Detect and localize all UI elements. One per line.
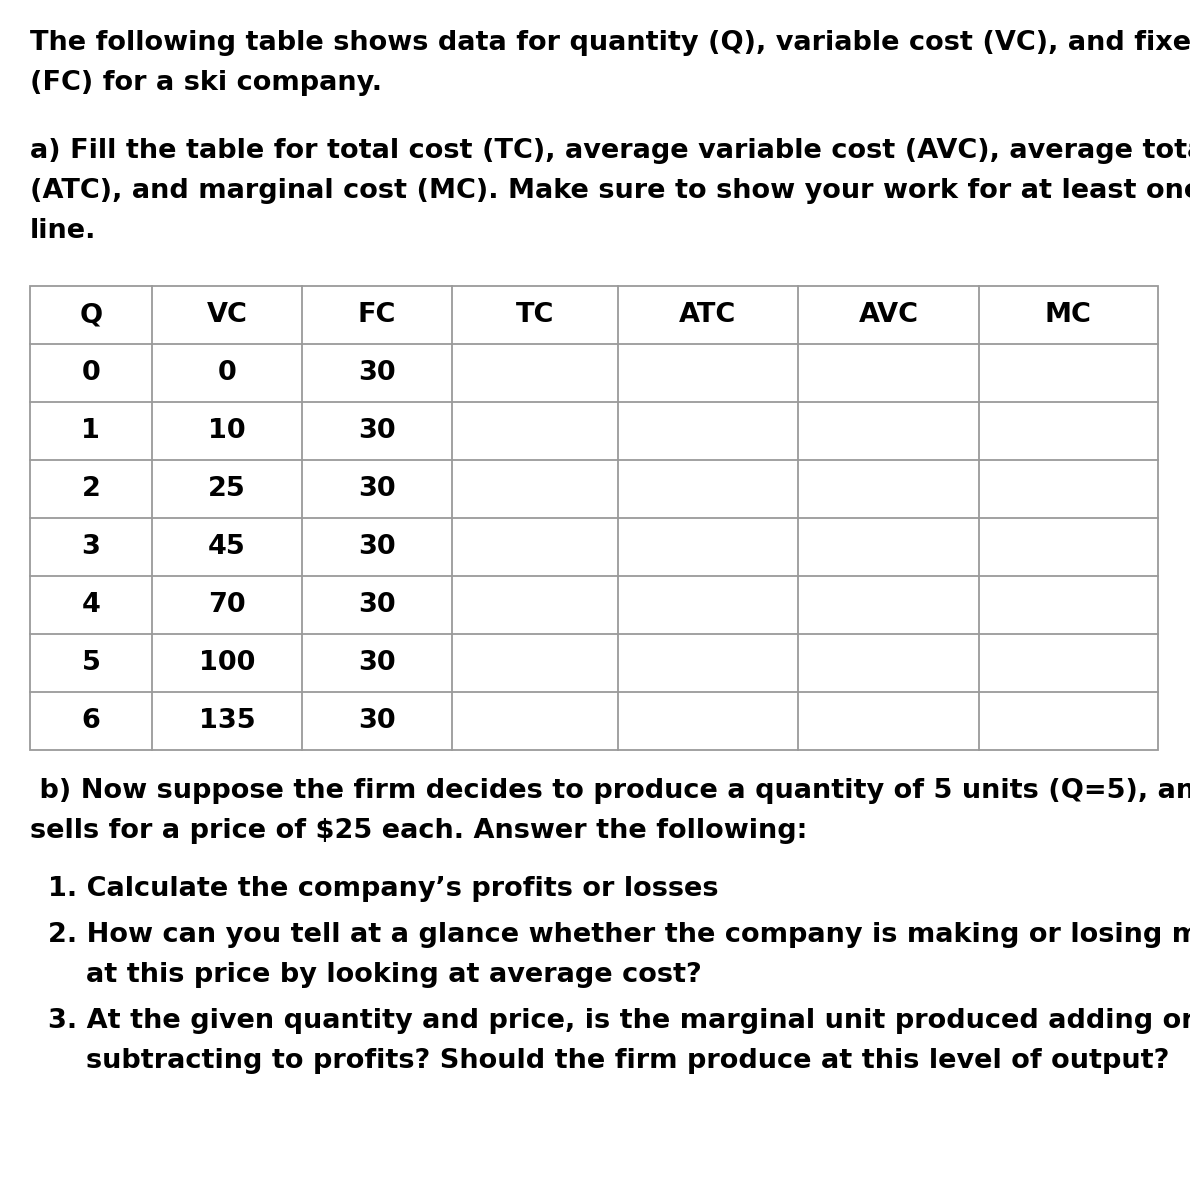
Bar <box>30 286 1158 751</box>
Text: 3. At the given quantity and price, is the marginal unit produced adding or: 3. At the given quantity and price, is t… <box>48 1008 1190 1034</box>
Text: 30: 30 <box>358 361 395 387</box>
Text: a) Fill the table for total cost (TC), average variable cost (AVC), average tota: a) Fill the table for total cost (TC), a… <box>30 138 1190 164</box>
Text: MC: MC <box>1045 301 1091 327</box>
Text: 30: 30 <box>358 592 395 618</box>
Text: (ATC), and marginal cost (MC). Make sure to show your work for at least one: (ATC), and marginal cost (MC). Make sure… <box>30 178 1190 204</box>
Text: sells for a price of $25 each. Answer the following:: sells for a price of $25 each. Answer th… <box>30 818 807 844</box>
Text: 5: 5 <box>81 650 100 676</box>
Text: at this price by looking at average cost?: at this price by looking at average cost… <box>48 962 702 988</box>
Text: The following table shows data for quantity (Q), variable cost (VC), and fixed c: The following table shows data for quant… <box>30 30 1190 56</box>
Text: 100: 100 <box>199 650 255 676</box>
Text: 0: 0 <box>218 361 236 387</box>
Text: TC: TC <box>515 301 555 327</box>
Text: 1. Calculate the company’s profits or losses: 1. Calculate the company’s profits or lo… <box>48 876 719 902</box>
Text: 2: 2 <box>81 476 100 502</box>
Text: 135: 135 <box>199 708 255 734</box>
Text: Q: Q <box>80 301 102 327</box>
Text: 30: 30 <box>358 476 395 502</box>
Text: 10: 10 <box>208 418 245 444</box>
Text: 25: 25 <box>208 476 245 502</box>
Text: 30: 30 <box>358 650 395 676</box>
Text: (FC) for a ski company.: (FC) for a ski company. <box>30 70 382 96</box>
Text: 6: 6 <box>81 708 100 734</box>
Text: 3: 3 <box>81 534 100 560</box>
Text: line.: line. <box>30 217 96 243</box>
Text: b) Now suppose the firm decides to produce a quantity of 5 units (Q=5), and it: b) Now suppose the firm decides to produ… <box>30 778 1190 804</box>
Text: subtracting to profits? Should the firm produce at this level of output?: subtracting to profits? Should the firm … <box>48 1048 1170 1074</box>
Text: 4: 4 <box>81 592 100 618</box>
Text: FC: FC <box>358 301 396 327</box>
Text: 45: 45 <box>208 534 245 560</box>
Text: 0: 0 <box>82 361 100 387</box>
Text: 30: 30 <box>358 534 395 560</box>
Text: 70: 70 <box>208 592 245 618</box>
Text: ATC: ATC <box>679 301 737 327</box>
Text: 2. How can you tell at a glance whether the company is making or losing money: 2. How can you tell at a glance whether … <box>48 922 1190 948</box>
Text: AVC: AVC <box>858 301 919 327</box>
Text: 1: 1 <box>81 418 100 444</box>
Text: VC: VC <box>206 301 248 327</box>
Text: 30: 30 <box>358 708 395 734</box>
Text: 30: 30 <box>358 418 395 444</box>
